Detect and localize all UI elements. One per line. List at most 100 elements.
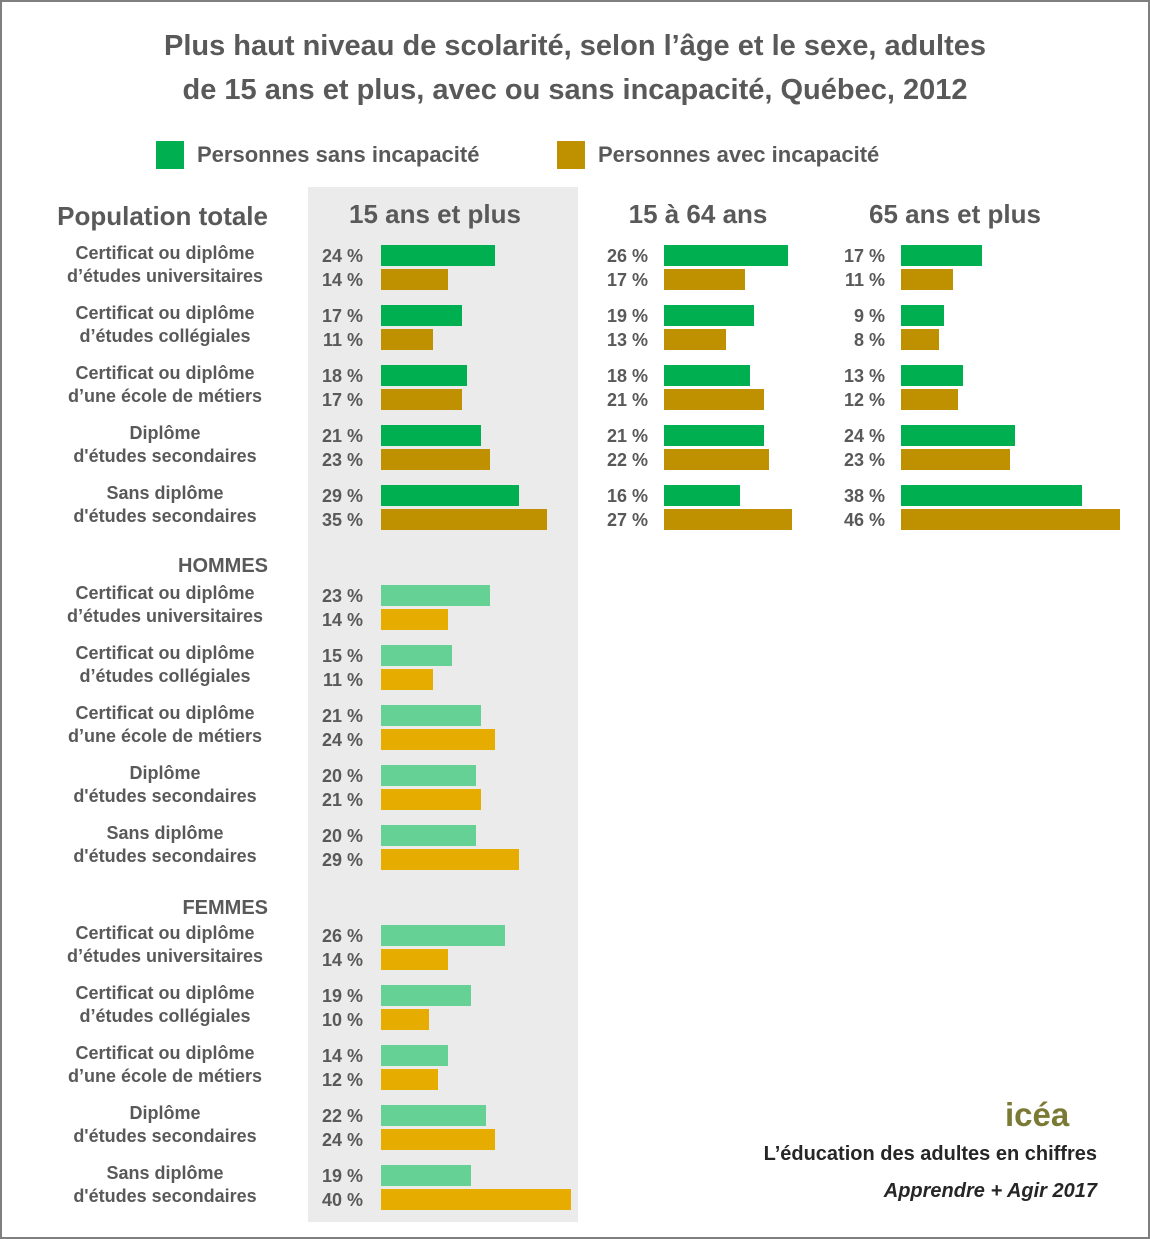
category-label-line: Certificat ou diplôme — [75, 923, 255, 943]
data-label: 17 % — [843, 246, 885, 266]
data-label: 13 % — [843, 366, 885, 386]
category-label-line: d’études universitaires — [66, 266, 264, 286]
data-label: 29 % — [321, 486, 363, 506]
category-label-line: Certificat ou diplôme — [75, 583, 255, 603]
category-label-line: Certificat ou diplôme — [75, 703, 255, 723]
category-label-line: Certificat ou diplôme — [75, 243, 255, 263]
category-label-line: Certificat ou diplôme — [75, 363, 255, 383]
data-label: 26 % — [606, 246, 648, 266]
category-label-line: Certificat ou diplôme — [75, 983, 255, 1003]
footer-line-1: L’éducation des adultes en chiffres — [763, 1143, 1097, 1165]
data-label: 9 % — [853, 306, 885, 326]
data-label: 13 % — [606, 330, 648, 350]
category-label-line: Sans diplôme — [106, 1163, 224, 1183]
category-label: Diplôme d'études secondaires — [40, 762, 290, 808]
category-label-line: d'études secondaires — [73, 446, 257, 466]
bar — [381, 849, 519, 870]
data-label: 16 % — [606, 486, 648, 506]
bar — [381, 645, 453, 666]
bar — [901, 425, 1015, 446]
category-label-line: Certificat ou diplôme — [75, 1043, 255, 1063]
data-label: 23 % — [843, 450, 885, 470]
data-label: 23 % — [321, 450, 363, 470]
category-label-line: Sans diplôme — [106, 483, 224, 503]
bar — [901, 269, 954, 290]
bar — [901, 305, 944, 326]
category-label: Certificat ou diplôme d’une école de méti… — [40, 362, 290, 408]
data-label: 26 % — [321, 926, 363, 946]
bar — [901, 329, 939, 350]
category-label: Sans diplôme d'études secondaires — [40, 822, 290, 868]
data-label: 15 % — [321, 646, 363, 666]
data-label: 21 % — [606, 426, 648, 446]
category-label: Certificat ou diplôme d’études collégiale… — [40, 642, 290, 688]
chart-title-line-1: Plus haut niveau de scolarité, selon l’â… — [164, 30, 986, 62]
category-label: Certificat ou diplôme d’études collégiale… — [40, 302, 290, 348]
bar — [381, 389, 462, 410]
bar — [901, 485, 1082, 506]
data-label: 12 % — [843, 390, 885, 410]
data-label: 27 % — [606, 510, 648, 530]
bar — [381, 585, 491, 606]
category-label-line: d’études collégiales — [79, 326, 251, 346]
data-label: 24 % — [843, 426, 885, 446]
bar — [381, 245, 495, 266]
legend-label-avec: Personnes avec incapacité — [598, 142, 880, 167]
bar — [381, 509, 548, 530]
bar — [664, 509, 793, 530]
data-label: 35 % — [321, 510, 363, 530]
category-label: Sans diplôme d'études secondaires — [40, 482, 290, 528]
data-label: 17 % — [321, 306, 363, 326]
bar — [381, 1069, 438, 1090]
bar — [664, 365, 750, 386]
bar — [381, 1129, 495, 1150]
data-label: 10 % — [321, 1010, 363, 1030]
bar — [664, 485, 740, 506]
bar — [381, 1189, 571, 1210]
bar — [381, 705, 481, 726]
category-label-line: Certificat ou diplôme — [75, 303, 255, 323]
footer-line-2: Apprendre + Agir 2017 — [883, 1180, 1097, 1202]
bar — [381, 925, 505, 946]
bar — [381, 729, 495, 750]
category-label: Sans diplôme d'études secondaires — [40, 1162, 290, 1208]
bar — [381, 669, 434, 690]
section-title-3: FEMMES — [182, 897, 268, 919]
category-label-line: d'études secondaires — [73, 846, 257, 866]
category-label: Certificat ou diplôme d’une école de méti… — [40, 1042, 290, 1088]
data-label: 14 % — [321, 610, 363, 630]
data-label: 21 % — [321, 790, 363, 810]
category-label-line: d’études universitaires — [66, 606, 264, 626]
category-label: Diplôme d'études secondaires — [40, 422, 290, 468]
bar — [381, 485, 519, 506]
data-label: 46 % — [843, 510, 885, 530]
data-label: 18 % — [606, 366, 648, 386]
data-label: 14 % — [321, 270, 363, 290]
category-label-line: d'études secondaires — [73, 1126, 257, 1146]
bar — [381, 449, 491, 470]
category-label-line: Sans diplôme — [106, 823, 224, 843]
category-label-line: Diplôme — [129, 1103, 201, 1123]
data-label: 24 % — [321, 730, 363, 750]
category-label: Diplôme d'études secondaires — [40, 1102, 290, 1148]
bar — [901, 509, 1120, 530]
data-label: 18 % — [321, 366, 363, 386]
data-label: 19 % — [606, 306, 648, 326]
data-label: 17 % — [321, 390, 363, 410]
column-header-15-plus: 15 ans et plus — [349, 199, 521, 229]
chart-title-line-2: de 15 ans et plus, avec ou sans incapaci… — [182, 74, 968, 106]
bar — [381, 1165, 472, 1186]
bar — [901, 449, 1011, 470]
column-header-15-64: 15 à 64 ans — [628, 199, 768, 229]
data-label: 12 % — [321, 1070, 363, 1090]
category-label-line: d’une école de métiers — [67, 1066, 263, 1086]
category-label-line: d’une école de métiers — [67, 386, 263, 406]
category-label-line: d’études collégiales — [79, 1006, 251, 1026]
icea-logo: icéa — [1005, 1096, 1070, 1131]
data-label: 14 % — [321, 1046, 363, 1066]
category-label-line: d’une école de métiers — [67, 726, 263, 746]
data-label: 21 % — [321, 706, 363, 726]
bar — [664, 269, 745, 290]
bar — [664, 329, 726, 350]
data-label: 22 % — [606, 450, 648, 470]
